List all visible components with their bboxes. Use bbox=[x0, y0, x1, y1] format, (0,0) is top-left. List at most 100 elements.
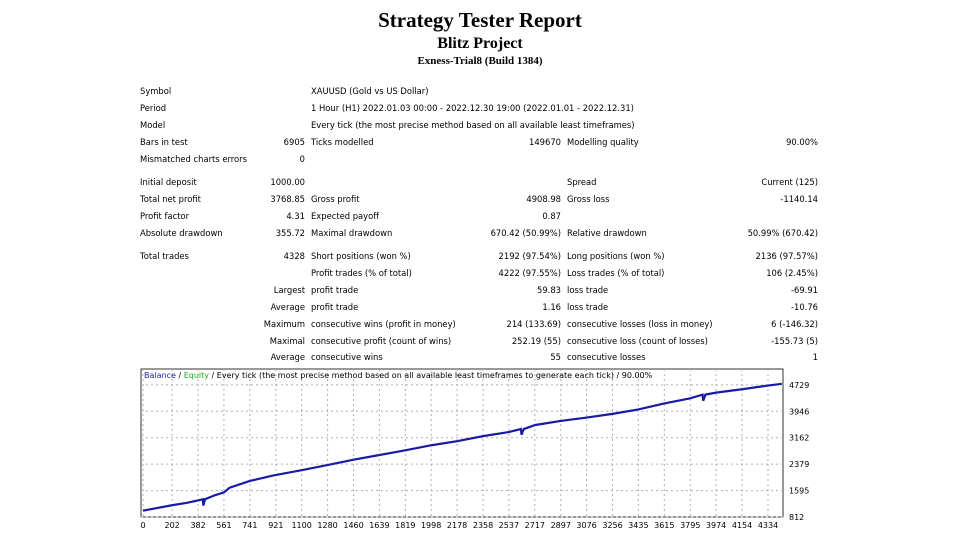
x-tick-label: 2897 bbox=[551, 521, 571, 530]
stat-label: consecutive losses bbox=[567, 352, 646, 362]
y-tick-label: 3946 bbox=[789, 407, 809, 416]
legend-sep: / bbox=[176, 371, 184, 380]
stat-value: Maximum bbox=[263, 319, 305, 329]
stat-value: Maximal bbox=[269, 336, 305, 346]
stat-value: 252.19 (55) bbox=[511, 336, 561, 346]
stat-value: 1.16 bbox=[542, 302, 561, 312]
stat-label: Long positions (won %) bbox=[567, 251, 665, 261]
x-tick-label: 921 bbox=[268, 521, 283, 530]
stat-label: Spread bbox=[567, 177, 597, 187]
y-tick-label: 2379 bbox=[789, 460, 809, 469]
stat-label: 1 Hour (H1) 2022.01.03 00:00 - 2022.12.3… bbox=[311, 103, 634, 113]
stat-value: -1140.14 bbox=[780, 194, 818, 204]
x-tick-label: 3256 bbox=[602, 521, 622, 530]
stat-value: 2192 (97.54%) bbox=[498, 251, 561, 261]
legend-equity: Equity bbox=[184, 371, 210, 380]
stat-value: 3768.85 bbox=[270, 194, 305, 204]
x-tick-label: 3795 bbox=[680, 521, 700, 530]
x-tick-label: 1280 bbox=[317, 521, 337, 530]
x-tick-label: 1100 bbox=[291, 521, 311, 530]
stat-value: -69.91 bbox=[791, 285, 818, 295]
stat-value: Average bbox=[270, 302, 305, 312]
stat-label: Total trades bbox=[140, 251, 189, 261]
stat-label: Model bbox=[140, 120, 166, 130]
stat-label: consecutive profit (count of wins) bbox=[311, 336, 452, 346]
x-tick-label: 4334 bbox=[758, 521, 778, 530]
stat-label: loss trade bbox=[567, 302, 609, 312]
y-tick-label: 4729 bbox=[789, 381, 809, 390]
stat-label: XAUUSD (Gold vs US Dollar) bbox=[311, 86, 429, 96]
svg-text:Balance / Equity / Every tick: Balance / Equity / Every tick (the most … bbox=[144, 371, 653, 380]
x-tick-label: 382 bbox=[190, 521, 205, 530]
legend-balance: Balance bbox=[144, 371, 176, 380]
account-info: Exness-Trial8 (Build 1384) bbox=[417, 55, 543, 67]
stat-label: Relative drawdown bbox=[567, 228, 647, 238]
stat-label: Symbol bbox=[140, 86, 172, 96]
stat-label: profit trade bbox=[311, 285, 359, 295]
stat-label: consecutive losses (loss in money) bbox=[567, 319, 713, 329]
x-tick-label: 2358 bbox=[473, 521, 493, 530]
stat-value: -10.76 bbox=[791, 302, 818, 312]
stat-value: 55 bbox=[550, 352, 561, 362]
stat-value: 4.31 bbox=[286, 211, 305, 221]
stat-label: Absolute drawdown bbox=[140, 228, 223, 238]
stat-label: Initial deposit bbox=[140, 177, 197, 187]
stat-value: 6 (-146.32) bbox=[771, 319, 818, 329]
x-tick-label: 1998 bbox=[421, 521, 441, 530]
stat-label: Loss trades (% of total) bbox=[567, 268, 665, 278]
x-tick-label: 2537 bbox=[499, 521, 519, 530]
x-tick-label: 3974 bbox=[706, 521, 726, 530]
x-tick-label: 561 bbox=[216, 521, 231, 530]
stat-label: loss trade bbox=[567, 285, 609, 295]
stat-value: 0.87 bbox=[542, 211, 561, 221]
x-tick-label: 741 bbox=[242, 521, 257, 530]
x-tick-label: 3615 bbox=[654, 521, 674, 530]
stat-value: 149670 bbox=[529, 137, 561, 147]
report-title: Strategy Tester Report bbox=[378, 8, 582, 32]
stat-value: 106 (2.45%) bbox=[766, 268, 818, 278]
stat-value: 1000.00 bbox=[270, 177, 305, 187]
stat-label: Maximal drawdown bbox=[311, 228, 393, 238]
stat-value: 6905 bbox=[283, 137, 305, 147]
stat-label: Expected payoff bbox=[311, 211, 380, 221]
x-tick-label: 4154 bbox=[732, 521, 752, 530]
report-subtitle: Blitz Project bbox=[437, 35, 523, 52]
y-tick-label: 812 bbox=[789, 513, 804, 522]
stat-value: 355.72 bbox=[275, 228, 305, 238]
plot-frame bbox=[140, 368, 784, 518]
stat-value: 214 (133.69) bbox=[506, 319, 562, 329]
stat-value: 4328 bbox=[283, 251, 305, 261]
x-tick-label: 2178 bbox=[447, 521, 467, 530]
stat-value: Average bbox=[270, 352, 305, 362]
stat-label: Short positions (won %) bbox=[311, 251, 411, 261]
stat-value: 59.83 bbox=[537, 285, 561, 295]
stat-value: 0 bbox=[299, 154, 305, 164]
stat-value: 1 bbox=[812, 352, 818, 362]
balance-line bbox=[142, 382, 782, 512]
stat-label: Gross loss bbox=[567, 194, 610, 204]
stat-label: Total net profit bbox=[140, 194, 201, 204]
stat-label: consecutive wins bbox=[311, 352, 383, 362]
stat-label: Ticks modelled bbox=[311, 137, 374, 147]
balance-chart: Balance / Equity / Every tick (the most … bbox=[140, 368, 809, 530]
stat-value: Current (125) bbox=[761, 177, 818, 187]
stat-label: Profit factor bbox=[140, 211, 190, 221]
x-tick-label: 1819 bbox=[395, 521, 415, 530]
stat-label: profit trade bbox=[311, 302, 359, 312]
y-tick-label: 3162 bbox=[789, 434, 809, 443]
x-tick-label: 3076 bbox=[576, 521, 596, 530]
stat-value: 670.42 (50.99%) bbox=[490, 228, 561, 238]
stat-label: consecutive wins (profit in money) bbox=[311, 319, 456, 329]
stat-value: Largest bbox=[273, 285, 305, 295]
x-tick-label: 2717 bbox=[525, 521, 545, 530]
stat-label: Modelling quality bbox=[567, 137, 639, 147]
x-tick-label: 0 bbox=[140, 521, 145, 530]
stat-value: -155.73 (5) bbox=[771, 336, 818, 346]
x-tick-label: 1639 bbox=[369, 521, 389, 530]
stat-label: Mismatched charts errors bbox=[140, 154, 247, 164]
stat-label: consecutive loss (count of losses) bbox=[567, 336, 708, 346]
stat-label: Gross profit bbox=[311, 194, 360, 204]
legend-description: / Every tick (the most precise method ba… bbox=[209, 371, 653, 380]
stat-value: 50.99% (670.42) bbox=[747, 228, 818, 238]
x-tick-label: 1460 bbox=[343, 521, 363, 530]
